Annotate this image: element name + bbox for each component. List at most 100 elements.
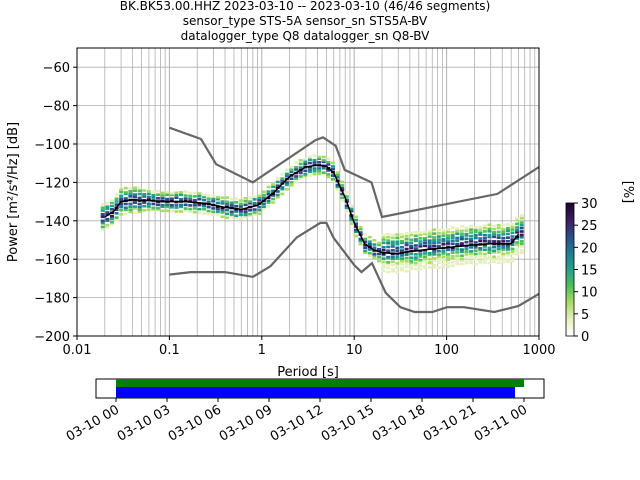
pdf-cell	[519, 236, 524, 239]
pdf-cell	[404, 265, 409, 269]
pdf-cell	[510, 222, 515, 226]
pdf-cell	[505, 258, 510, 262]
pdf-cell	[363, 237, 368, 241]
pdf-cell	[418, 249, 423, 253]
pdf-cell	[132, 193, 137, 196]
pdf-cell	[510, 238, 515, 241]
pdf-cell	[123, 186, 128, 190]
pdf-cell	[307, 174, 312, 177]
pdf-cell	[317, 155, 322, 159]
pdf-cell	[404, 231, 409, 235]
pdf-cell	[469, 224, 474, 228]
pdf-cell	[142, 204, 147, 208]
pdf-cell	[206, 205, 211, 209]
pdf-cell	[482, 261, 487, 264]
pdf-cell	[441, 238, 446, 241]
pdf-cell	[459, 262, 464, 266]
pdf-cell	[165, 193, 170, 196]
pdf-cell	[367, 242, 372, 246]
pdf-cell	[436, 231, 441, 235]
pdf-cell	[179, 203, 184, 207]
x-axis-ticks: 0.01 0.1 1 10 100 1000	[63, 336, 556, 358]
pdf-cell	[289, 168, 294, 172]
pdf-cell	[358, 225, 363, 229]
pdf-cell	[372, 254, 377, 257]
pdf-cell	[225, 200, 230, 204]
pdf-cell	[478, 248, 483, 252]
pdf-cell	[326, 169, 331, 172]
pdf-cell	[390, 255, 395, 258]
title-line-2: sensor_type STS-5A sensor_sn STS5A-BV	[183, 14, 428, 28]
pdf-cell	[418, 233, 423, 237]
pdf-cell	[238, 202, 243, 206]
pdf-cell	[197, 192, 202, 195]
pdf-cell	[266, 199, 271, 203]
pdf-cell	[137, 196, 142, 200]
pdf-cell	[179, 205, 184, 209]
pdf-cell	[307, 161, 312, 165]
pdf-cell	[464, 234, 469, 237]
colorbar-label: [%]	[620, 181, 635, 204]
pdf-cell	[248, 214, 253, 218]
pdf-cell	[109, 204, 114, 208]
pdf-cell	[137, 202, 142, 206]
pdf-cell	[257, 208, 262, 212]
pdf-cell	[363, 246, 368, 250]
pdf-cell	[386, 249, 391, 253]
pdf-cell	[409, 265, 414, 269]
pdf-cell	[450, 231, 455, 234]
pdf-cell	[220, 200, 225, 203]
pdf-cell	[358, 237, 363, 241]
y-tick-label: −100	[34, 138, 70, 153]
pdf-cell	[211, 197, 216, 201]
pdf-cell	[179, 197, 184, 201]
pdf-cell	[390, 240, 395, 244]
pdf-cell	[492, 232, 497, 236]
pdf-cell	[298, 175, 303, 178]
pdf-cell	[151, 193, 156, 197]
pdf-cell	[215, 210, 220, 214]
pdf-cell	[376, 243, 381, 247]
pdf-cell	[238, 208, 243, 212]
colorbar-tick-label: 25	[581, 219, 598, 234]
pdf-cell	[519, 242, 524, 246]
pdf-cell	[266, 192, 271, 196]
pdf-cell	[400, 249, 405, 252]
pdf-cell	[478, 259, 483, 263]
pdf-cell	[271, 183, 276, 186]
pdf-cell	[400, 235, 405, 239]
pdf-cell	[404, 256, 409, 260]
pdf-cell	[482, 248, 487, 252]
pdf-cell	[492, 260, 497, 264]
pdf-cell	[510, 247, 515, 251]
pdf-cell	[202, 207, 207, 211]
pdf-cell	[151, 208, 156, 211]
time-tick-label: 03-10 21	[421, 402, 479, 444]
pdf-cell	[423, 244, 428, 248]
pdf-cell	[261, 190, 266, 194]
pdf-cell	[349, 207, 354, 211]
pdf-cell	[418, 264, 423, 268]
pdf-cell	[469, 237, 474, 241]
pdf-cell	[344, 204, 349, 208]
pdf-cell	[496, 223, 501, 227]
pdf-cell	[400, 245, 405, 249]
pdf-cell	[317, 160, 322, 164]
pdf-cell	[183, 194, 188, 197]
pdf-cell	[137, 186, 142, 190]
pdf-cell	[395, 242, 400, 246]
y-tick-label: −180	[34, 292, 70, 307]
pdf-cell	[423, 264, 428, 268]
pdf-cell	[501, 227, 506, 231]
pdf-cell	[340, 186, 345, 190]
pdf-cell	[469, 260, 474, 263]
pdf-cell	[436, 244, 441, 248]
pdf-cell	[423, 259, 428, 263]
pdf-cell	[197, 207, 202, 211]
pdf-cell	[261, 202, 266, 206]
pdf-cell	[446, 265, 451, 268]
pdf-cell	[496, 258, 501, 261]
pdf-cell	[464, 260, 469, 263]
pdf-cell	[519, 239, 524, 243]
pdf-cell	[128, 192, 133, 196]
